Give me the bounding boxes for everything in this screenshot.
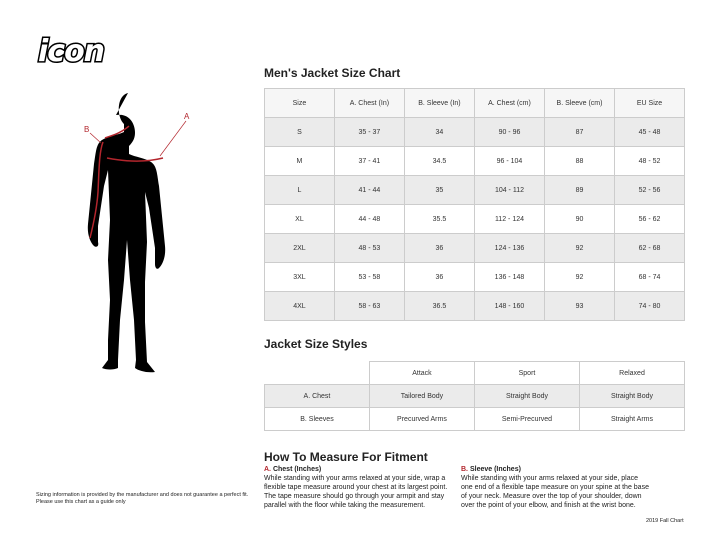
table-cell: 48 - 53: [333, 233, 405, 263]
table-cell: 45 - 48: [614, 117, 685, 147]
svg-text:icon: icon: [38, 36, 104, 66]
table-cell: 62 - 68: [614, 233, 685, 263]
chest-text: While standing with your arms relaxed at…: [264, 475, 448, 509]
table-cell: Precurved Arms: [368, 407, 475, 431]
table-cell: 68 - 74: [614, 262, 685, 292]
table-cell: Semi-Precurved: [473, 407, 581, 431]
table-cell: 124 - 136: [473, 233, 545, 263]
table-cell: 92: [543, 233, 616, 263]
chest-letter: A.: [264, 466, 271, 473]
table-cell: S: [264, 117, 335, 147]
table-cell: 112 - 124: [473, 204, 545, 234]
table-cell: 56 - 62: [614, 204, 685, 234]
chest-instructions: A. Chest (Inches) While standing with yo…: [264, 465, 454, 510]
table-cell: 36: [403, 233, 475, 263]
table-cell: A. Chest: [264, 384, 370, 408]
table-row: M 37 - 41 34.5 96 - 104 88 48 - 52: [264, 146, 685, 176]
body-silhouette-figure: A B: [84, 93, 190, 373]
table-cell: 36.5: [403, 291, 475, 321]
table-cell: L: [264, 175, 335, 205]
column-header: Size: [264, 88, 335, 118]
table-cell: 96 - 104: [473, 146, 545, 176]
header-row: Size A. Chest (In) B. Sleeve (In) A. Chest …: [264, 88, 685, 118]
sleeve-title: Sleeve (Inches): [469, 466, 521, 473]
table-cell: B. Sleeves: [264, 407, 370, 431]
table-row: S 35 - 37 34 90 - 96 87 45 - 48: [264, 117, 685, 147]
table-cell: 2XL: [264, 233, 335, 263]
table-cell: 93: [543, 291, 616, 321]
chart-edition: 2019 Fall Chart: [646, 518, 684, 524]
sleeve-letter: B.: [461, 466, 468, 473]
measure-title: How To Measure For Fitment: [264, 450, 428, 464]
table-cell: 89: [543, 175, 616, 205]
table-cell: 74 - 80: [614, 291, 685, 321]
table-cell: Straight Arms: [579, 407, 685, 431]
sleeve-instructions: B. Sleeve (Inches) While standing with y…: [461, 465, 651, 510]
column-header: A. Chest (In): [333, 88, 405, 118]
column-header: A. Chest (cm): [473, 88, 545, 118]
sleeve-text: While standing with your arms relaxed at…: [461, 475, 649, 509]
label-b: B: [84, 125, 89, 134]
table-cell: M: [264, 146, 335, 176]
size-chart-title: Men's Jacket Size Chart: [264, 66, 401, 80]
disclaimer: Sizing information is provided by the ma…: [36, 492, 249, 505]
table-row: 3XL 53 - 58 36 136 - 148 92 68 - 74: [264, 262, 685, 292]
column-header: EU Size: [614, 88, 685, 118]
table-cell: 36: [403, 262, 475, 292]
table-row: L 41 - 44 35 104 - 112 89 52 - 56: [264, 175, 685, 205]
table-cell: Tailored Body: [368, 384, 475, 408]
table-cell: 53 - 58: [333, 262, 405, 292]
table-cell: 4XL: [264, 291, 335, 321]
table-cell: 35 - 37: [333, 117, 405, 147]
table-cell: 37 - 41: [333, 146, 405, 176]
header-row: Attack Sport Relaxed: [264, 361, 685, 385]
table-cell: 35: [403, 175, 475, 205]
table-cell: Straight Body: [579, 384, 685, 408]
table-cell: 3XL: [264, 262, 335, 292]
label-a: A: [184, 112, 190, 121]
chest-title: Chest (Inches): [272, 466, 322, 473]
table-cell: 104 - 112: [473, 175, 545, 205]
table-cell: 90 - 96: [473, 117, 545, 147]
table-cell: 92: [543, 262, 616, 292]
table-cell: 34: [403, 117, 475, 147]
column-header: B. Sleeve (In): [403, 88, 475, 118]
table-row: B. Sleeves Precurved Arms Semi-Precurved St…: [264, 407, 685, 431]
table-cell: 52 - 56: [614, 175, 685, 205]
column-header: Sport: [473, 361, 581, 385]
table-cell: 87: [543, 117, 616, 147]
table-cell: 35.5: [403, 204, 475, 234]
column-header: [264, 361, 370, 385]
icon-logo: icon: [37, 36, 107, 66]
table-row: 2XL 48 - 53 36 124 - 136 92 62 - 68: [264, 233, 685, 263]
table-cell: 88: [543, 146, 616, 176]
table-row: A. Chest Tailored Body Straight Body Straig…: [264, 384, 685, 408]
column-header: Relaxed: [579, 361, 685, 385]
table-row: 4XL 58 - 63 36.5 148 - 160 93 74 - 80: [264, 291, 685, 321]
table-cell: XL: [264, 204, 335, 234]
column-header: Attack: [368, 361, 475, 385]
table-row: XL 44 - 48 35.5 112 - 124 90 56 - 62: [264, 204, 685, 234]
table-cell: 136 - 148: [473, 262, 545, 292]
table-cell: 58 - 63: [333, 291, 405, 321]
table-cell: 90: [543, 204, 616, 234]
table-cell: 148 - 160: [473, 291, 545, 321]
column-header: B. Sleeve (cm): [543, 88, 616, 118]
styles-title: Jacket Size Styles: [264, 337, 368, 351]
table-cell: 48 - 52: [614, 146, 685, 176]
table-cell: 41 - 44: [333, 175, 405, 205]
table-cell: 44 - 48: [333, 204, 405, 234]
size-chart-table: Size A. Chest (In) B. Sleeve (In) A. Chest …: [264, 88, 685, 321]
styles-table: Attack Sport Relaxed A. Chest Tailored Body S…: [264, 361, 685, 431]
table-cell: Straight Body: [473, 384, 581, 408]
table-cell: 34.5: [403, 146, 475, 176]
